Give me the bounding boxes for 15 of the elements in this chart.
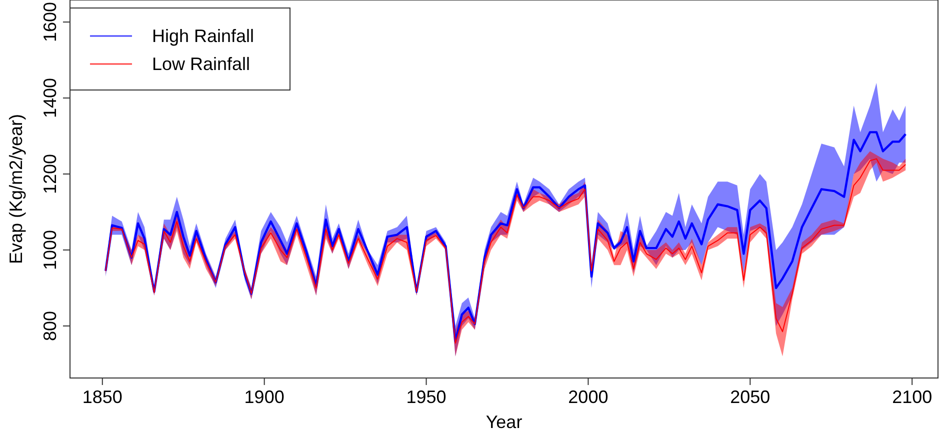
x-tick-label: 1850 [82,387,122,407]
x-axis-title: Year [486,412,522,432]
x-tick-label: 2050 [730,387,770,407]
y-tick-label: 1600 [40,2,60,42]
y-tick-label: 1200 [40,154,60,194]
y-axis-title: Evap (Kg/m2/year) [6,114,26,264]
legend-label: Low Rainfall [152,54,250,74]
y-tick-label: 1400 [40,78,60,118]
y-tick-label: 800 [40,310,60,341]
x-tick-label: 2100 [892,387,932,407]
legend-label: High Rainfall [152,26,254,46]
x-tick-label: 1900 [244,387,284,407]
y-tick-label: 1000 [40,230,60,270]
x-tick-label: 2000 [568,387,608,407]
x-tick-label: 1950 [406,387,446,407]
